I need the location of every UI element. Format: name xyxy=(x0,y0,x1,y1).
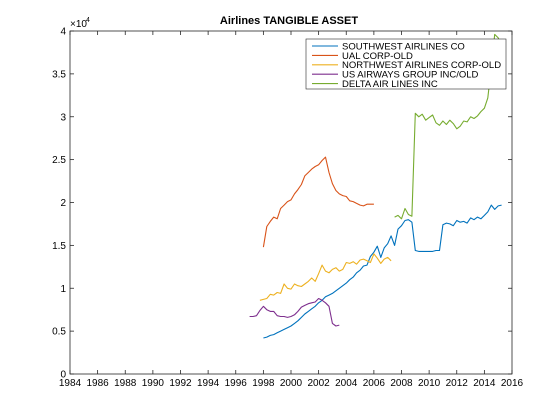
x-tick-label: 2008 xyxy=(390,378,413,389)
x-tick-label: 1994 xyxy=(197,378,220,389)
x-tick-label: 1996 xyxy=(225,378,248,389)
x-tick-label: 1992 xyxy=(169,378,192,389)
y-axis-exponent-base: ×10 xyxy=(70,19,87,30)
x-tick-label: 1986 xyxy=(87,378,110,389)
y-tick-label: 2 xyxy=(60,198,66,209)
chart-title: Airlines TANGIBLE ASSET xyxy=(220,15,358,27)
y-tick-label: 3 xyxy=(60,112,66,123)
legend-label: UAL CORP-OLD xyxy=(342,51,413,62)
x-tick-label: 1984 xyxy=(59,378,82,389)
legend-label: SOUTHWEST AIRLINES CO xyxy=(342,41,465,52)
legend-label: DELTA AIR LINES INC xyxy=(342,79,438,90)
series-line-3 xyxy=(249,297,340,327)
legend-label: NORTHWEST AIRLINES CORP-OLD xyxy=(342,60,501,71)
x-tick-label: 2014 xyxy=(473,378,496,389)
x-tick-label: 2016 xyxy=(501,378,524,389)
y-axis-exponent-power: 4 xyxy=(86,17,90,24)
series-line-1 xyxy=(262,156,374,248)
x-tick-label: 1990 xyxy=(142,378,165,389)
x-tick-label: 1998 xyxy=(252,378,275,389)
y-tick-label: 0.5 xyxy=(52,327,66,338)
y-tick-label: 0 xyxy=(60,370,66,381)
legend-label: US AIRWAYS GROUP INC/OLD xyxy=(342,70,479,81)
x-tick-label: 2012 xyxy=(446,378,469,389)
x-tick-label: 2004 xyxy=(335,378,358,389)
series-layer xyxy=(249,33,503,339)
series-line-4 xyxy=(394,33,503,220)
series-line-2 xyxy=(259,253,392,301)
legend-box xyxy=(305,38,507,90)
y-tick-label: 2.5 xyxy=(52,155,66,166)
x-tick-label: 2006 xyxy=(363,378,386,389)
y-tick-label: 4 xyxy=(60,27,66,38)
y-tick-label: 1 xyxy=(60,284,66,295)
x-tick-label: 2002 xyxy=(308,378,331,389)
y-axis-exponent: ×10 4 xyxy=(70,17,90,30)
x-axis: 1984 1986 1988 1990 1992 1994 1996 1998 2000 2002… xyxy=(59,31,524,389)
y-tick-label: 3.5 xyxy=(52,69,66,80)
x-tick-label: 2010 xyxy=(418,378,441,389)
y-tick-label: 1.5 xyxy=(52,241,66,252)
x-tick-label: 2000 xyxy=(280,378,303,389)
y-axis: 0 0.5 1 1.5 2 2.5 3 3.5 4 xyxy=(52,27,512,381)
series-line-0 xyxy=(263,204,502,339)
x-tick-label: 1988 xyxy=(114,378,137,389)
